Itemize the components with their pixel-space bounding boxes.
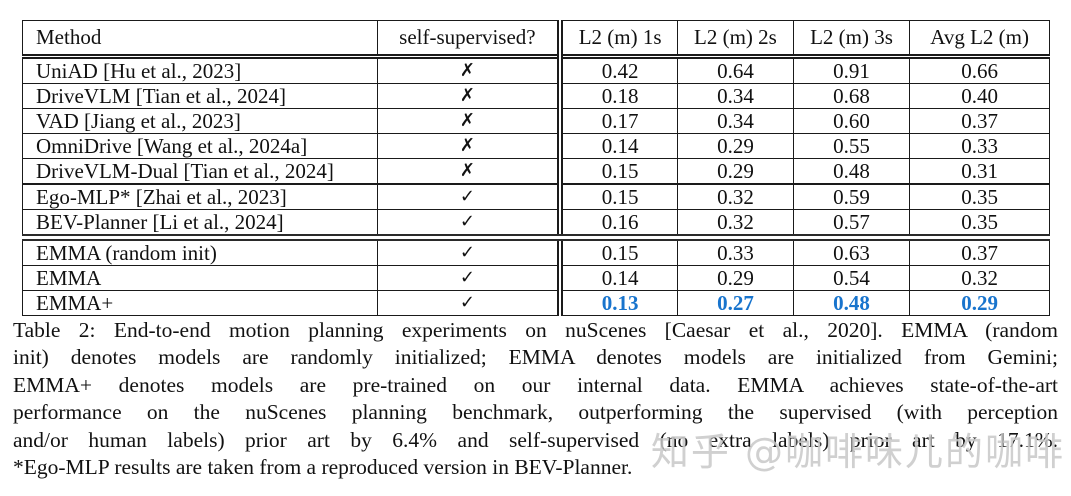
self-supervised-cross-mark: ✗	[376, 56, 561, 84]
table-row-best: EMMA+ ✓ 0.13 0.27 0.48 0.29	[22, 290, 1050, 316]
column-header-l2-2s: L2 (m) 2s	[677, 20, 794, 59]
l2-1s-cell: 0.42	[557, 56, 679, 84]
l2-1s-cell: 0.14	[557, 265, 679, 291]
l2-2s-cell: 0.34	[677, 83, 794, 109]
self-supervised-check-mark: ✓	[376, 183, 561, 210]
l2-3s-cell: 0.91	[792, 56, 911, 84]
l2-2s-cell: 0.27	[677, 290, 794, 316]
table-row: UniAD [Hu et al., 2023] ✗ 0.42 0.64 0.91…	[22, 56, 1050, 84]
l2-2s-cell: 0.64	[677, 56, 794, 84]
caption-line: performance on the nuScenes planning ben…	[13, 400, 1058, 425]
column-header-avg-l2: Avg L2 (m)	[909, 20, 1050, 59]
avg-l2-cell: 0.31	[909, 158, 1050, 185]
table-footnote: *Ego-MLP results are taken from a reprod…	[13, 455, 633, 479]
l2-2s-cell: 0.34	[677, 108, 794, 134]
l2-1s-cell: 0.15	[557, 158, 679, 185]
l2-1s-cell: 0.15	[557, 234, 679, 266]
method-cell: EMMA (random init)	[22, 234, 378, 266]
method-cell: DriveVLM-Dual [Tian et al., 2024]	[22, 158, 378, 185]
l2-3s-cell: 0.57	[792, 209, 911, 238]
avg-l2-cell: 0.66	[909, 56, 1050, 84]
method-cell: VAD [Jiang et al., 2023]	[22, 108, 378, 134]
column-header-l2-3s: L2 (m) 3s	[792, 20, 911, 59]
avg-l2-cell: 0.35	[909, 183, 1050, 210]
l2-1s-cell: 0.13	[557, 290, 679, 316]
method-cell: DriveVLM [Tian et al., 2024]	[22, 83, 378, 109]
table-caption: Table 2: End-to-end motion planning expe…	[13, 317, 1058, 454]
avg-l2-cell: 0.29	[909, 290, 1050, 316]
l2-3s-cell: 0.55	[792, 133, 911, 159]
table-row: BEV-Planner [Li et al., 2024] ✓ 0.16 0.3…	[22, 209, 1050, 238]
self-supervised-cross-mark: ✗	[376, 158, 561, 185]
method-cell: EMMA+	[22, 290, 378, 316]
table-row: EMMA ✓ 0.14 0.29 0.54 0.32	[22, 265, 1050, 291]
avg-l2-cell: 0.40	[909, 83, 1050, 109]
l2-2s-cell: 0.29	[677, 158, 794, 185]
l2-3s-cell: 0.48	[792, 158, 911, 185]
l2-3s-cell: 0.68	[792, 83, 911, 109]
l2-1s-cell: 0.16	[557, 209, 679, 238]
l2-1s-cell: 0.18	[557, 83, 679, 109]
avg-l2-cell: 0.32	[909, 265, 1050, 291]
table-row: DriveVLM-Dual [Tian et al., 2024] ✗ 0.15…	[22, 158, 1050, 185]
caption-line: EMMA+ denotes models are pre-trained on …	[13, 372, 1058, 397]
avg-l2-cell: 0.37	[909, 108, 1050, 134]
table-row: DriveVLM [Tian et al., 2024] ✗ 0.18 0.34…	[22, 83, 1050, 109]
column-header-self-supervised: self-supervised?	[376, 20, 561, 59]
table-row: VAD [Jiang et al., 2023] ✗ 0.17 0.34 0.6…	[22, 108, 1050, 134]
table-row: Ego-MLP* [Zhai et al., 2023] ✓ 0.15 0.32…	[22, 183, 1050, 210]
caption-line: Table 2: End-to-end motion planning expe…	[13, 318, 1058, 342]
l2-2s-cell: 0.29	[677, 133, 794, 159]
caption-line: and/or human labels) prior art by 6.4% a…	[13, 427, 1058, 452]
table-row: EMMA (random init) ✓ 0.15 0.33 0.63 0.37	[22, 234, 1050, 266]
table-header-row: Method self-supervised? L2 (m) 1s L2 (m)…	[22, 20, 1050, 59]
self-supervised-cross-mark: ✗	[376, 108, 561, 134]
avg-l2-cell: 0.35	[909, 209, 1050, 238]
method-cell: EMMA	[22, 265, 378, 291]
self-supervised-check-mark: ✓	[376, 290, 561, 316]
l2-2s-cell: 0.33	[677, 234, 794, 266]
l2-2s-cell: 0.32	[677, 183, 794, 210]
l2-1s-cell: 0.15	[557, 183, 679, 210]
l2-3s-cell: 0.54	[792, 265, 911, 291]
avg-l2-cell: 0.33	[909, 133, 1050, 159]
l2-3s-cell: 0.63	[792, 234, 911, 266]
method-cell: OmniDrive [Wang et al., 2024a]	[22, 133, 378, 159]
self-supervised-cross-mark: ✗	[376, 83, 561, 109]
avg-l2-cell: 0.37	[909, 234, 1050, 266]
l2-2s-cell: 0.32	[677, 209, 794, 238]
caption-line: init) denotes models are randomly initia…	[13, 345, 1058, 370]
self-supervised-check-mark: ✓	[376, 209, 561, 238]
method-cell: BEV-Planner [Li et al., 2024]	[22, 209, 378, 238]
l2-1s-cell: 0.17	[557, 108, 679, 134]
table-row: OmniDrive [Wang et al., 2024a] ✗ 0.14 0.…	[22, 133, 1050, 159]
column-header-l2-1s: L2 (m) 1s	[557, 20, 679, 59]
method-cell: Ego-MLP* [Zhai et al., 2023]	[22, 183, 378, 210]
column-header-method: Method	[22, 20, 378, 59]
l2-3s-cell: 0.60	[792, 108, 911, 134]
self-supervised-cross-mark: ✗	[376, 133, 561, 159]
l2-3s-cell: 0.48	[792, 290, 911, 316]
method-cell: UniAD [Hu et al., 2023]	[22, 56, 378, 84]
self-supervised-check-mark: ✓	[376, 265, 561, 291]
results-table: Method self-supervised? L2 (m) 1s L2 (m)…	[22, 20, 1050, 316]
self-supervised-check-mark: ✓	[376, 234, 561, 266]
l2-3s-cell: 0.59	[792, 183, 911, 210]
l2-1s-cell: 0.14	[557, 133, 679, 159]
l2-2s-cell: 0.29	[677, 265, 794, 291]
